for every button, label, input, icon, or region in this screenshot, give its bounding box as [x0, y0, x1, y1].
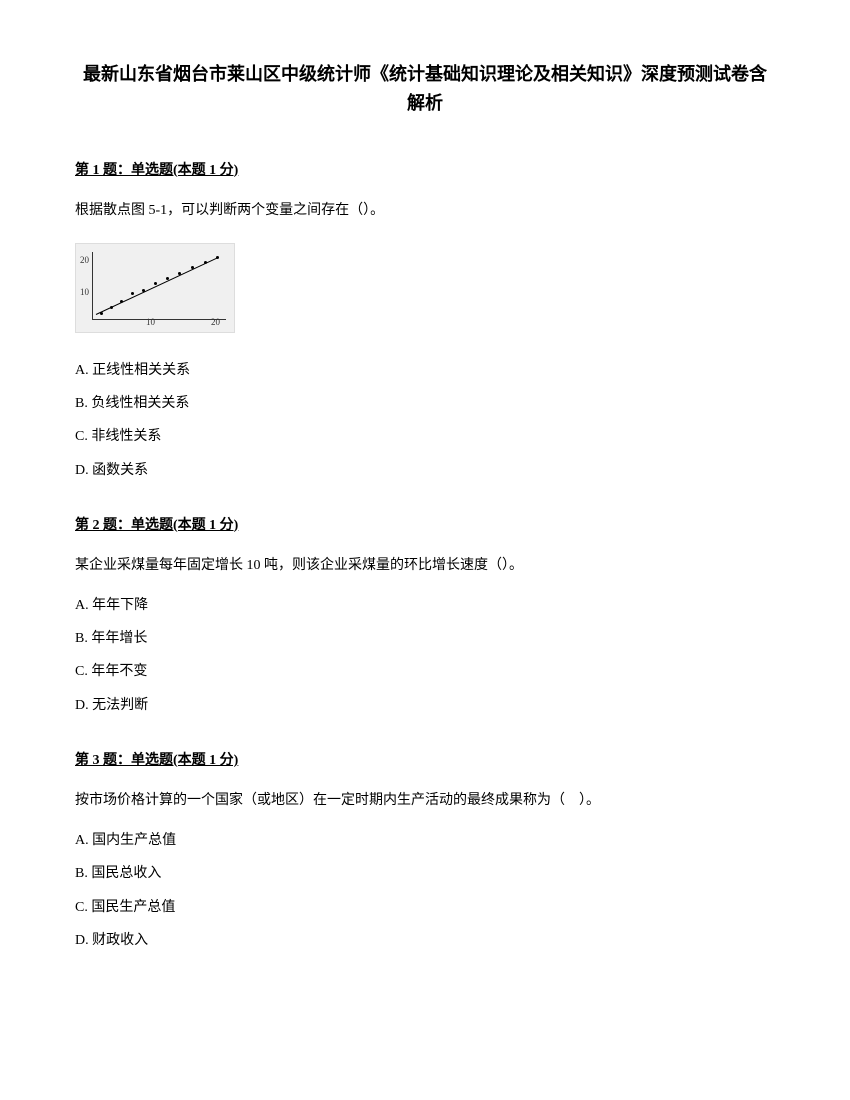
- question-text: 根据散点图 5-1，可以判断两个变量之间存在（）。: [75, 198, 775, 223]
- option-item: C. 非线性关系: [75, 424, 775, 449]
- chart-y-label: 10: [80, 284, 89, 300]
- option-item: C. 国民生产总值: [75, 895, 775, 920]
- option-item: C. 年年不变: [75, 659, 775, 684]
- option-item: D. 财政收入: [75, 928, 775, 953]
- chart-trend-line: [96, 257, 219, 315]
- question-text: 按市场价格计算的一个国家（或地区）在一定时期内生产活动的最终成果称为（ ）。: [75, 788, 775, 813]
- chart-data-point: [120, 300, 123, 303]
- option-item: B. 国民总收入: [75, 861, 775, 886]
- option-item: A. 正线性相关关系: [75, 358, 775, 383]
- chart-data-point: [110, 306, 113, 309]
- option-item: B. 负线性相关关系: [75, 391, 775, 416]
- chart-x-axis: [92, 319, 226, 320]
- chart-data-point: [166, 277, 169, 280]
- chart-x-label: 20: [211, 314, 220, 330]
- option-item: D. 无法判断: [75, 693, 775, 718]
- chart-data-point: [154, 282, 157, 285]
- option-item: A. 国内生产总值: [75, 828, 775, 853]
- question-block: 第 1 题：单选题(本题 1 分) 根据散点图 5-1，可以判断两个变量之间存在（…: [75, 158, 775, 483]
- option-item: D. 函数关系: [75, 458, 775, 483]
- options-list: A. 年年下降 B. 年年增长 C. 年年不变 D. 无法判断: [75, 593, 775, 718]
- scatter-chart: 20 10 10 20: [75, 243, 235, 333]
- question-block: 第 2 题：单选题(本题 1 分) 某企业采煤量每年固定增长 10 吨，则该企业采…: [75, 513, 775, 718]
- option-item: A. 年年下降: [75, 593, 775, 618]
- questions-container: 第 1 题：单选题(本题 1 分) 根据散点图 5-1，可以判断两个变量之间存在（…: [75, 158, 775, 953]
- chart-x-label: 10: [146, 314, 155, 330]
- chart-data-point: [142, 289, 145, 292]
- chart-data-point: [216, 256, 219, 259]
- chart-data-point: [178, 272, 181, 275]
- options-list: A. 正线性相关关系 B. 负线性相关关系 C. 非线性关系 D. 函数关系: [75, 358, 775, 483]
- chart-data-point: [191, 266, 194, 269]
- options-list: A. 国内生产总值 B. 国民总收入 C. 国民生产总值 D. 财政收入: [75, 828, 775, 953]
- chart-data-point: [204, 261, 207, 264]
- chart-y-label: 20: [80, 252, 89, 268]
- chart-y-axis: [92, 252, 93, 320]
- document-title: 最新山东省烟台市莱山区中级统计师《统计基础知识理论及相关知识》深度预测试卷含解析: [75, 60, 775, 118]
- question-header: 第 3 题：单选题(本题 1 分): [75, 748, 775, 773]
- chart-data-point: [100, 312, 103, 315]
- option-item: B. 年年增长: [75, 626, 775, 651]
- question-text: 某企业采煤量每年固定增长 10 吨，则该企业采煤量的环比增长速度（）。: [75, 553, 775, 578]
- chart-data-point: [131, 292, 134, 295]
- question-header: 第 1 题：单选题(本题 1 分): [75, 158, 775, 183]
- question-block: 第 3 题：单选题(本题 1 分) 按市场价格计算的一个国家（或地区）在一定时期内…: [75, 748, 775, 953]
- question-header: 第 2 题：单选题(本题 1 分): [75, 513, 775, 538]
